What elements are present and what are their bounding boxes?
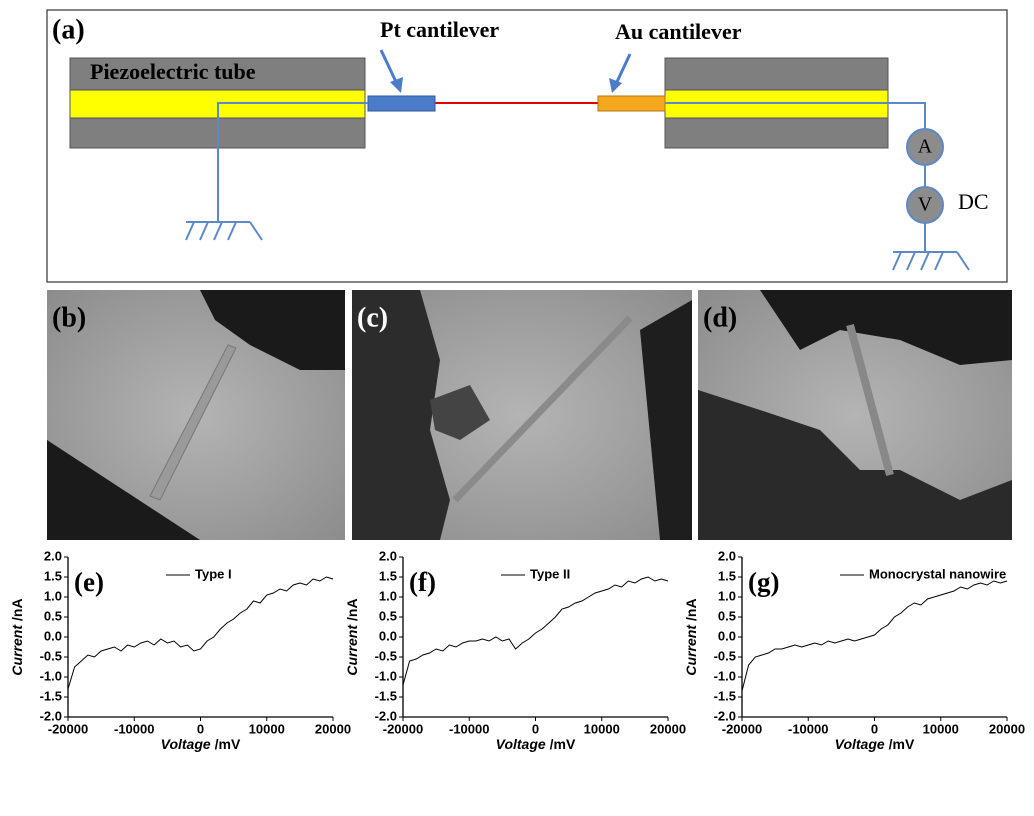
label: A bbox=[918, 136, 933, 158]
y-axis-label-unit: /nA bbox=[344, 598, 360, 621]
panel-label: (c) bbox=[357, 302, 388, 333]
y-tick-label: -0.5 bbox=[40, 648, 62, 663]
x-tick-label: 0 bbox=[532, 721, 539, 736]
y-tick-label: -1.0 bbox=[375, 668, 397, 683]
y-tick-label: 1.0 bbox=[379, 588, 397, 603]
y-tick-label: -1.5 bbox=[714, 688, 736, 703]
pt-cantilever bbox=[368, 96, 435, 111]
legend-label: Type II bbox=[530, 566, 570, 581]
x-axis-label: Voltage/mV bbox=[496, 736, 576, 752]
y-tick-label: 0.5 bbox=[718, 608, 736, 623]
panel-label: (g) bbox=[748, 567, 779, 597]
panel-label: (b) bbox=[52, 302, 86, 333]
y-axis-label: Current/nA bbox=[9, 598, 25, 675]
y-tick-label: 1.0 bbox=[718, 588, 736, 603]
x-axis-label-name: Voltage bbox=[496, 736, 546, 752]
x-axis-label-unit: /mV bbox=[889, 736, 915, 752]
tem-c: (c) bbox=[352, 290, 692, 540]
panel-label: (d) bbox=[703, 302, 737, 333]
x-tick-label: -20000 bbox=[722, 721, 762, 736]
label: Piezoelectric tube bbox=[90, 59, 256, 84]
series-line bbox=[742, 581, 1007, 691]
y-tick-label: 0.5 bbox=[44, 608, 62, 623]
y-axis-label: Current/nA bbox=[344, 598, 360, 675]
label: Pt cantilever bbox=[380, 17, 499, 42]
y-tick-label: 1.0 bbox=[44, 588, 62, 603]
x-tick-label: 10000 bbox=[584, 721, 620, 736]
y-tick-label: 1.5 bbox=[379, 568, 397, 583]
y-tick-label: -1.5 bbox=[375, 688, 397, 703]
x-tick-label: 10000 bbox=[923, 721, 959, 736]
y-tick-label: 0.0 bbox=[718, 628, 736, 643]
au-cantilever bbox=[598, 96, 665, 111]
y-tick-label: 2.0 bbox=[718, 548, 736, 563]
y-tick-label: -0.5 bbox=[714, 648, 736, 663]
legend-label: Monocrystal nanowire bbox=[869, 566, 1006, 581]
label: V bbox=[918, 194, 933, 216]
y-tick-label: 0.5 bbox=[379, 608, 397, 623]
panel-label: (e) bbox=[74, 567, 104, 597]
x-axis-label-name: Voltage bbox=[835, 736, 885, 752]
x-axis-label: Voltage/mV bbox=[835, 736, 915, 752]
y-tick-label: 0.0 bbox=[44, 628, 62, 643]
y-tick-label: 1.5 bbox=[44, 568, 62, 583]
x-tick-label: -10000 bbox=[449, 721, 489, 736]
x-tick-label: 0 bbox=[871, 721, 878, 736]
legend-label: Type I bbox=[195, 566, 232, 581]
panel-label: (a) bbox=[52, 14, 85, 45]
x-tick-label: -10000 bbox=[114, 721, 154, 736]
y-tick-label: -1.5 bbox=[40, 688, 62, 703]
y-tick-label: -1.0 bbox=[40, 668, 62, 683]
x-axis-label-unit: /mV bbox=[215, 736, 241, 752]
y-tick-label: 1.5 bbox=[718, 568, 736, 583]
y-tick-label: 2.0 bbox=[44, 548, 62, 563]
y-axis-label-unit: /nA bbox=[9, 598, 25, 621]
x-tick-label: 0 bbox=[197, 721, 204, 736]
x-tick-label: 10000 bbox=[249, 721, 285, 736]
y-axis-label-name: Current bbox=[344, 624, 360, 676]
x-tick-label: 20000 bbox=[315, 721, 351, 736]
x-tick-label: 20000 bbox=[989, 721, 1025, 736]
x-axis-label-unit: /mV bbox=[550, 736, 576, 752]
y-tick-label: 0.0 bbox=[379, 628, 397, 643]
x-tick-label: -20000 bbox=[383, 721, 423, 736]
x-axis-label: Voltage/mV bbox=[161, 736, 241, 752]
x-axis-label-name: Voltage bbox=[161, 736, 211, 752]
y-axis-label-unit: /nA bbox=[683, 598, 699, 621]
tem-b: (b) bbox=[47, 290, 345, 540]
label: Au cantilever bbox=[615, 19, 742, 44]
y-axis-label: Current/nA bbox=[683, 598, 699, 675]
tem-d: (d) bbox=[698, 290, 1012, 540]
y-axis-label-name: Current bbox=[683, 624, 699, 676]
y-tick-label: 2.0 bbox=[379, 548, 397, 563]
y-axis-label-name: Current bbox=[9, 624, 25, 676]
x-tick-label: 20000 bbox=[650, 721, 686, 736]
schematic: (a) Pt cantilever Au cantilever Piezoele… bbox=[47, 10, 1007, 282]
series-line bbox=[403, 577, 668, 685]
series-line bbox=[68, 577, 333, 689]
panel-label: (f) bbox=[409, 567, 436, 597]
x-tick-label: -10000 bbox=[788, 721, 828, 736]
figure: (a) Pt cantilever Au cantilever Piezoele… bbox=[0, 0, 1034, 816]
label: DC bbox=[958, 189, 989, 214]
x-tick-label: -20000 bbox=[48, 721, 88, 736]
y-tick-label: -1.0 bbox=[714, 668, 736, 683]
y-tick-label: -0.5 bbox=[375, 648, 397, 663]
